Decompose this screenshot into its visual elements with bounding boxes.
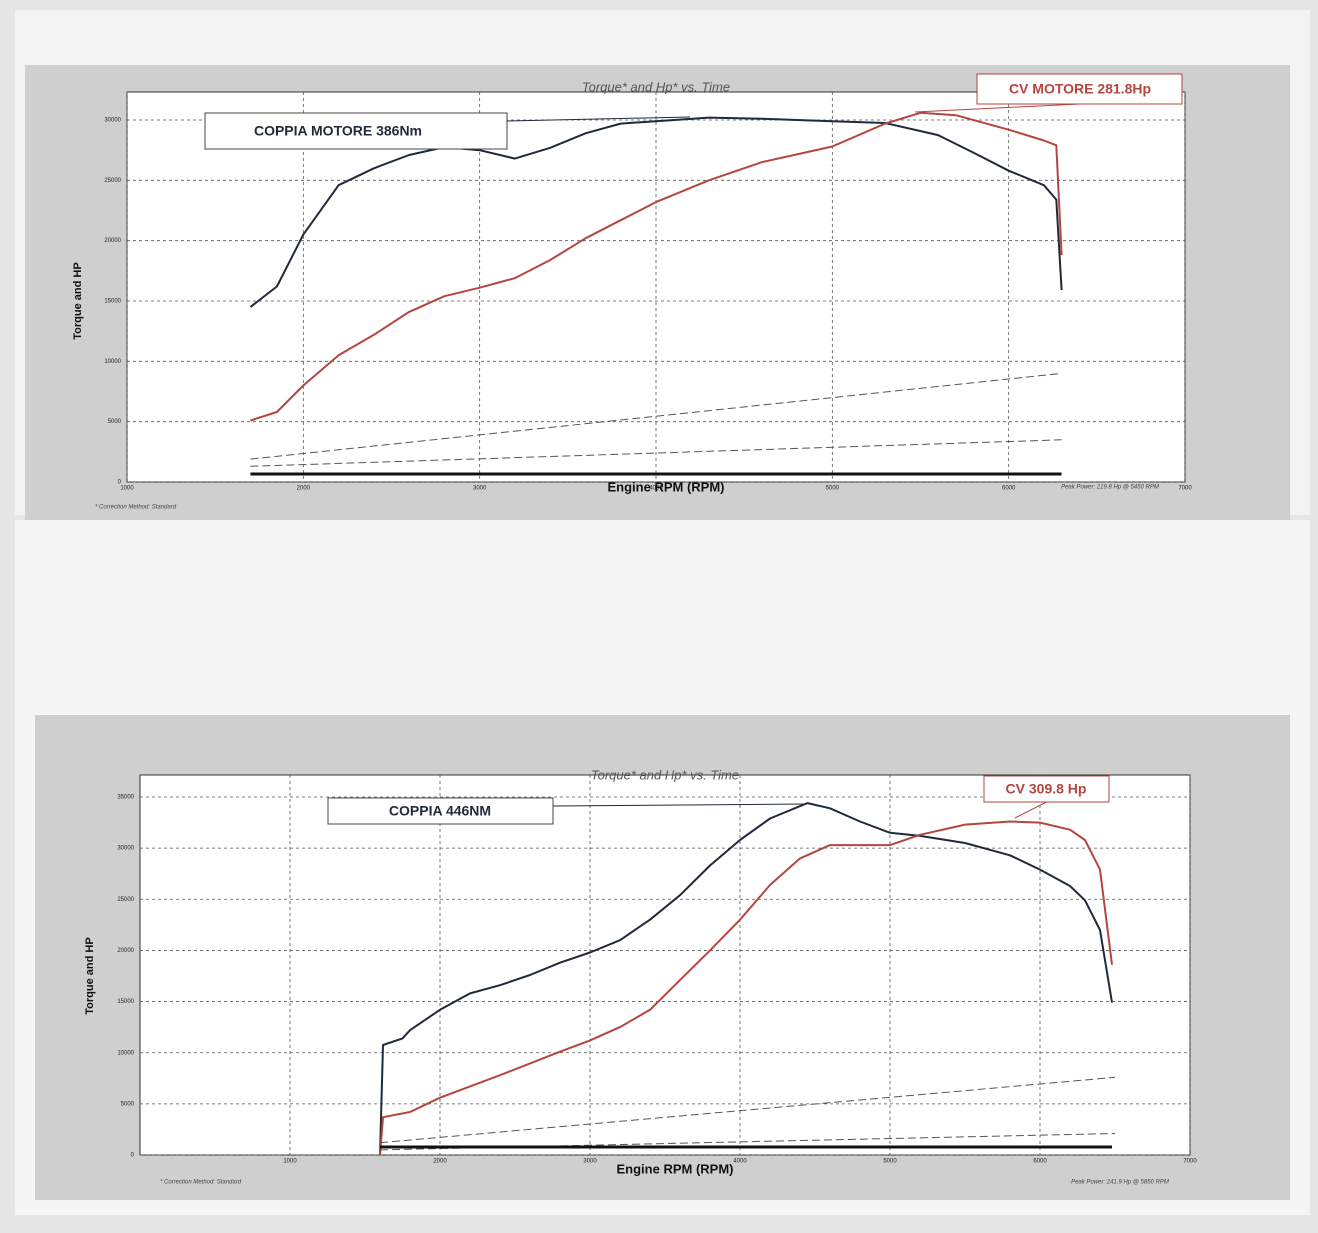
footnote: * Correction Method: Standard (95, 505, 177, 511)
y-tick-label: 30000 (104, 118, 121, 124)
x-tick-label: 7000 (1178, 486, 1192, 492)
series-line (379, 802, 1113, 1156)
x-tick-label: 2000 (433, 1159, 447, 1165)
annotation-arrow (1014, 801, 1047, 819)
x-tick-label: 6000 (1033, 1159, 1047, 1165)
series-line (379, 1076, 1116, 1144)
x-tick-label: 4000 (649, 486, 663, 492)
annotation-arrow (552, 803, 806, 807)
series-line (379, 820, 1113, 1156)
y-tick-label: 0 (118, 480, 122, 486)
y-tick-label: 20000 (117, 948, 134, 954)
y-tick-label: 20000 (104, 238, 121, 244)
annotation-box (204, 112, 508, 150)
x-tick-label: 1000 (283, 1159, 297, 1165)
y-tick-label: 0 (131, 1153, 135, 1159)
x-axis-label: Engine RPM (RPM) (617, 1161, 734, 1176)
x-tick-label: 3000 (583, 1159, 597, 1165)
annotation: COPPIA MOTORE 386Nm (254, 123, 422, 139)
y-axis-label: Torque and HP (72, 262, 84, 339)
annotation: CV MOTORE 281.8Hp (1009, 81, 1151, 97)
x-tick-label: 3000 (473, 486, 487, 492)
peak-power: Peak Power: 219.8 Hp @ 5450 RPM (1061, 485, 1159, 491)
chart-title: Torque* and Hp* vs. Time (582, 79, 730, 94)
y-tick-label: 25000 (117, 897, 134, 903)
annotation-box (327, 797, 554, 825)
x-tick-label: 4000 (733, 1159, 747, 1165)
x-tick-label: 1000 (120, 486, 134, 492)
y-tick-label: 5000 (121, 1101, 135, 1107)
series-line (249, 116, 1063, 308)
series-line (250, 372, 1062, 460)
x-tick-label: 7000 (1183, 1159, 1197, 1165)
annotation-box (976, 73, 1183, 105)
annotation-box (983, 775, 1110, 803)
y-tick-label: 10000 (104, 359, 121, 365)
series-line (250, 439, 1062, 467)
annotation-arrow (506, 116, 691, 122)
y-tick-label: 15000 (117, 999, 134, 1005)
y-axis-label: Torque and HP (84, 937, 96, 1014)
x-tick-label: 5000 (883, 1159, 897, 1165)
plot-area (139, 774, 1191, 1156)
series-line (250, 111, 1063, 422)
y-tick-label: 10000 (117, 1050, 134, 1056)
x-tick-label: 2000 (297, 486, 311, 492)
chart-title: Torque* and Hp* vs. Time (591, 767, 739, 782)
x-tick-label: 6000 (1002, 486, 1016, 492)
x-tick-label: 5000 (826, 486, 840, 492)
y-tick-label: 30000 (117, 846, 134, 852)
annotation-arrow (914, 103, 1080, 113)
y-tick-label: 5000 (108, 419, 122, 425)
annotation: CV 309.8 Hp (1006, 781, 1087, 797)
footnote: * Correction Method: Standard (160, 1180, 242, 1186)
y-tick-label: 25000 (104, 178, 121, 184)
y-tick-label: 15000 (104, 299, 121, 305)
y-tick-label: 35000 (117, 795, 134, 801)
peak-power: Peak Power: 241.9 Hp @ 5850 RPM (1071, 1180, 1169, 1186)
x-axis-label: Engine RPM (RPM) (608, 479, 725, 494)
annotation: COPPIA 446NM (389, 803, 491, 819)
